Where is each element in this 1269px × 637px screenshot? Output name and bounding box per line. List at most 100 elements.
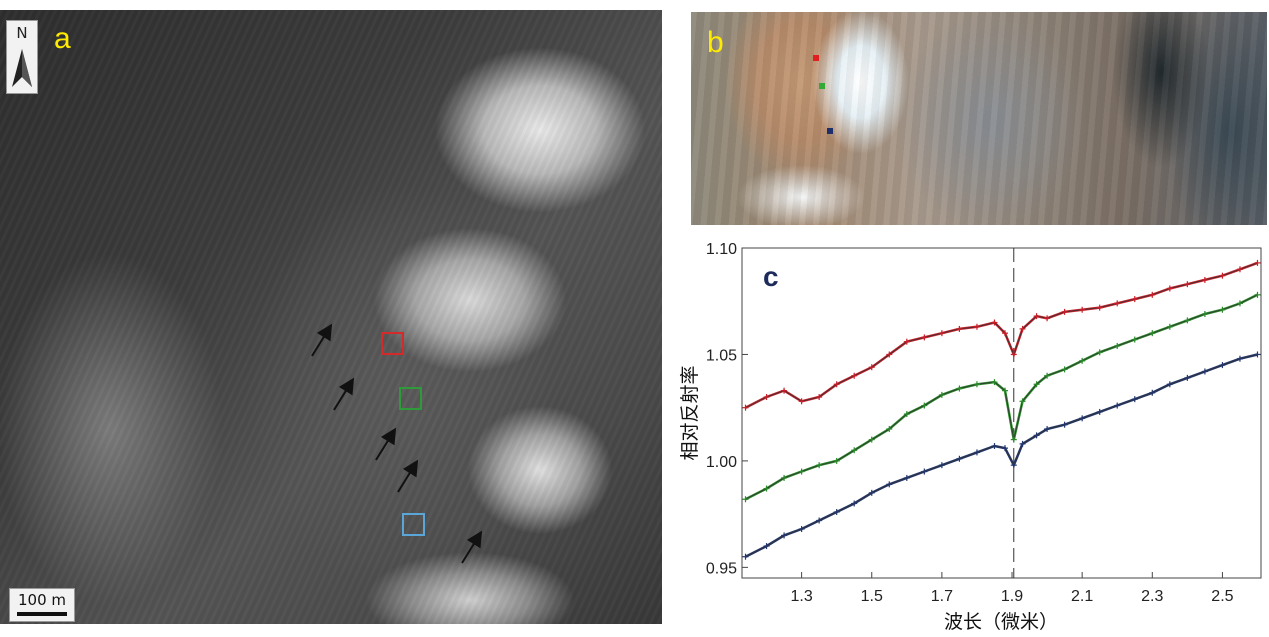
series-mean-line-red [745,262,1258,409]
data-point-red [1131,296,1138,303]
image-texture [691,12,1267,225]
data-point-green [1010,436,1017,443]
scale-bar: 100 m [9,588,75,622]
x-tick-label: 2.5 [1211,588,1233,605]
scale-bar-line [17,612,67,616]
data-point-blue [1002,445,1009,452]
series-line-red [744,261,1258,409]
data-point-red [938,330,945,337]
y-tick-label: 1.00 [706,454,737,471]
arrow-icon [461,530,483,564]
data-point-blue [956,455,963,462]
series-line-green [744,293,1259,501]
x-tick-label: 1.7 [931,588,953,605]
data-point-red [973,323,980,330]
pixel-marker-green [819,83,825,89]
y-tick-label: 0.95 [706,560,737,577]
data-point-blue [1061,421,1068,428]
data-point-blue [1079,415,1086,422]
pixel-marker-blue [827,128,833,134]
data-point-red [1166,285,1173,292]
data-point-blue [1149,389,1156,396]
data-point-red [1061,308,1068,315]
arrow-icon [397,459,419,493]
data-point-red [868,364,875,371]
data-point-red [816,394,823,401]
roi-box-blue [402,513,425,536]
data-point-green [798,468,805,475]
data-point-blue [1184,374,1191,381]
data-point-red [1079,306,1086,313]
panel-letter-b: b [707,26,724,59]
series-mean-line-green [745,294,1258,500]
data-point-blue [1131,396,1138,403]
data-point-blue [1219,362,1226,369]
roi-box-red [381,332,404,355]
scale-label: 100 m [17,591,66,609]
data-point-green [868,436,875,443]
panel-letter-c: c [763,261,779,292]
data-point-red [1254,259,1261,266]
data-point-red [903,338,910,345]
data-point-green [938,391,945,398]
data-point-red [1044,315,1051,322]
data-point-blue [991,443,998,449]
data-point-blue [903,474,910,481]
data-point-green [1061,366,1068,373]
data-point-red [1236,266,1243,273]
y-tick-label: 1.05 [706,347,737,364]
data-point-green [1236,300,1243,307]
x-tick-label: 2.3 [1141,588,1163,605]
axis-ticks: 1.3 1.5 1.7 1.9 2.1 2.3 2.5 0.95 1.00 1.05 1.10 [706,241,1234,605]
data-point-red [798,398,805,405]
data-point-green [1002,387,1009,394]
data-point-green [1079,357,1086,364]
data-point-blue [816,517,823,524]
data-point-green [1166,323,1173,330]
data-point-green [833,457,840,464]
data-point-blue [1019,440,1026,447]
data-point-blue [1033,432,1040,439]
data-point-red [1033,313,1040,320]
data-point-red [763,394,770,401]
roi-box-green [399,387,422,410]
data-point-red [991,319,998,326]
data-point-red [851,372,858,379]
data-point-red [781,387,788,394]
spectra-series [742,259,1261,560]
data-point-green [816,462,823,469]
data-point-red [742,404,749,411]
plot-frame [741,247,1262,579]
data-point-blue [1166,381,1173,388]
satellite-image-panel-a: N a 100 m [0,10,662,624]
data-point-red [1149,291,1156,298]
panel-letter-a: a [54,22,71,55]
north-label: N [16,24,28,42]
data-point-red [833,381,840,388]
data-point-green [763,485,770,492]
north-arrow-glyph [12,49,32,87]
data-point-red [1002,330,1009,337]
series-line-blue [744,353,1258,558]
data-point-blue [742,553,749,560]
data-point-blue [781,532,788,539]
data-point-green [1149,330,1156,337]
data-point-red [886,351,893,358]
data-point-green [1033,381,1040,388]
arrow-icon [375,427,397,461]
streak-arrows [311,323,483,564]
false-color-image-panel-b: b [691,12,1267,225]
data-point-green [1219,306,1226,313]
arrow-icon [311,323,333,357]
data-point-green [886,425,893,432]
data-point-blue [921,468,928,475]
y-axis-label: 相对反射率 [679,365,701,460]
y-tick-label: 1.10 [706,241,737,258]
north-arrow-icon: N [6,20,38,94]
data-point-blue [763,543,770,550]
data-point-green [991,379,998,386]
data-point-green [1184,317,1191,324]
data-point-green [903,411,910,418]
data-point-green [1044,372,1051,379]
